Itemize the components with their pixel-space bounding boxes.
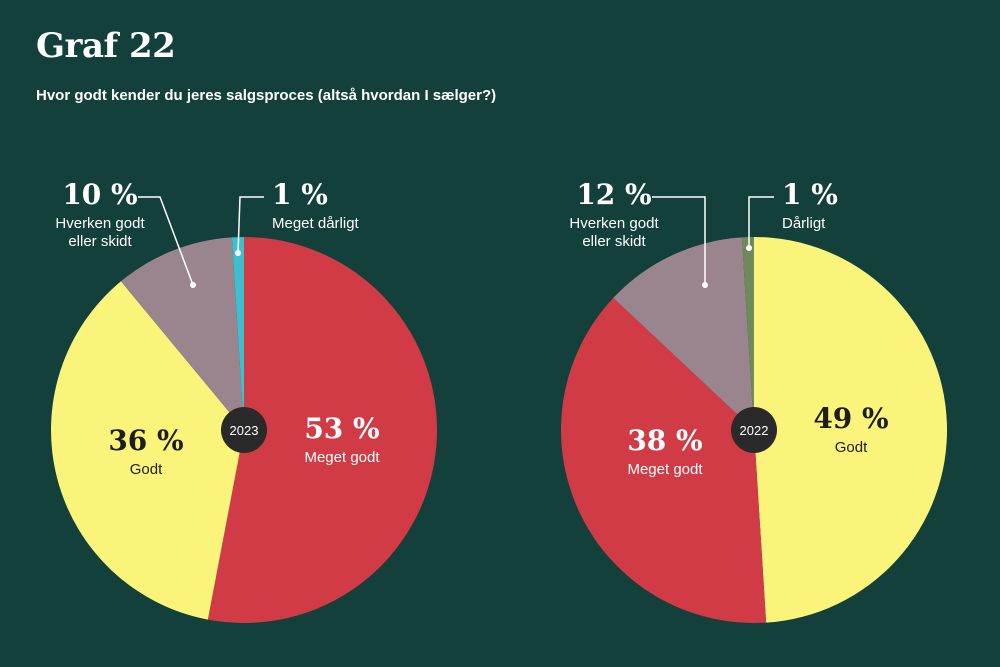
pie-slice-meget-godt [207, 237, 438, 623]
chart-subtitle: Hvor godt kender du jeres salgsproces (a… [36, 87, 497, 104]
slice-value-label: 1 % [782, 178, 838, 211]
slice-value-label: 1 % [272, 178, 328, 211]
slice-category-label: Dårligt [782, 215, 826, 232]
leader-dot [190, 282, 196, 288]
pie-slice-meget-godt [560, 297, 767, 624]
slice-value-label: 49 % [813, 402, 888, 435]
leader-line [748, 196, 774, 248]
slice-category-label: Meget dårligt [272, 215, 360, 232]
slice-value-label: 38 % [627, 424, 702, 457]
slice-category-label: Hverken godt eller skidt [55, 215, 145, 250]
pie-slice-godt [51, 281, 244, 620]
pie-slice-meget-dårligt [231, 237, 244, 430]
slice-category-label: Godt [835, 439, 868, 456]
leader-dot [702, 282, 708, 288]
pie-chart-2023: 53 % Meget godt 36 % Godt 10 % Hverken godt el… [51, 178, 438, 623]
pie-slice-hverken-godt-eller-skidt [120, 237, 244, 430]
year-badge [221, 407, 267, 453]
slice-category-label: Hverken godt eller skidt [569, 215, 659, 250]
leader-line [138, 196, 194, 286]
slice-category-label: Meget godt [627, 461, 703, 478]
slice-value-label: 10 % [62, 178, 137, 211]
chart-title: Graf 22 [36, 26, 176, 66]
slice-category-label: Godt [130, 461, 163, 478]
year-badge [731, 407, 777, 453]
slice-value-label: 36 % [108, 424, 183, 457]
leader-line [652, 196, 706, 285]
pie-slice-godt [754, 237, 948, 623]
year-label: 2023 [230, 423, 259, 438]
pie-slice-hverken-godt-eller-skidt [613, 237, 754, 430]
slice-category-label: Meget godt [304, 449, 380, 466]
pie-chart-2022: 49 % Godt 38 % Meget godt 12 % Hverken godt el… [560, 178, 948, 624]
pie-slice-dårligt [741, 237, 754, 430]
leader-dot [746, 245, 752, 251]
slice-value-label: 12 % [576, 178, 651, 211]
leader-line [237, 196, 264, 254]
year-label: 2022 [740, 423, 769, 438]
slice-value-label: 53 % [304, 412, 379, 445]
leader-dot [235, 250, 241, 256]
